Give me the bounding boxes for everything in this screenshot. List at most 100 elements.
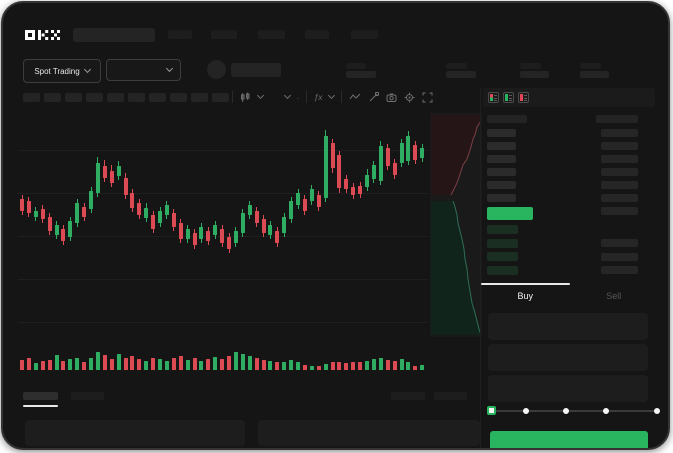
candle-body [144,208,149,218]
bid-row[interactable] [487,238,518,248]
candle-body [68,221,73,237]
candle-body [47,217,52,231]
slider-stop-dot[interactable] [654,408,660,414]
gridline [18,193,428,194]
toolbar-item-1[interactable] [23,93,40,102]
volume-bar [406,362,411,370]
account-bar[interactable] [231,63,281,77]
volume-chart[interactable] [18,342,430,370]
orderbook-mode-sell-icon[interactable] [518,92,529,103]
last-price-badge[interactable] [487,207,533,220]
camera-icon[interactable] [386,92,397,103]
candle-body [282,217,287,233]
chevron-down-icon[interactable] [328,91,336,100]
stat-1-value [346,71,376,78]
candle-body [116,166,121,176]
orderbook-amount-row[interactable] [601,207,638,215]
volume-bar [151,358,156,370]
pair-selector-dropdown[interactable] [106,59,181,81]
orderbook-amount-row[interactable] [601,142,638,150]
volume-bar [220,359,225,370]
orderbook-amount-row[interactable] [601,129,638,137]
volume-bar [171,358,176,370]
amount-field-1[interactable] [488,313,648,340]
orderbook-mode-buy-icon[interactable] [503,92,514,103]
orderbook-amount-row[interactable] [601,155,638,163]
settings-gear-icon[interactable] [404,92,415,103]
market-type-dropdown[interactable]: Spot Trading [23,59,101,83]
slider-stop-dot[interactable] [603,408,609,414]
orders-action-2[interactable] [434,392,467,400]
ask-row[interactable] [487,129,516,137]
orders-tab-indicator [23,405,58,407]
line-tool-icon[interactable] [349,92,361,102]
nav-logo-bar[interactable] [73,28,155,42]
bid-row[interactable] [487,225,518,234]
indicators-icon[interactable]: ƒx [313,92,323,102]
user-avatar[interactable] [207,60,226,79]
amount-percent-slider[interactable] [487,404,661,418]
toolbar-item-4[interactable] [86,93,103,102]
chevron-down-icon[interactable] [283,91,292,100]
volume-bar [268,361,273,370]
nav-item-1[interactable] [168,30,192,39]
orderbook-amount-row[interactable] [601,181,638,189]
toolbar-item-7[interactable] [149,93,166,102]
slider-track[interactable] [491,410,659,412]
amount-field-2[interactable] [488,344,648,371]
ask-row[interactable] [487,168,516,176]
toolbar-item-8[interactable] [170,93,187,102]
orderbook-mode-both-icon[interactable] [488,92,499,103]
amount-field-3[interactable] [488,375,648,402]
candle-body [123,178,128,195]
candlestick-chart[interactable] [18,113,428,341]
volume-bar [158,359,162,370]
volume-bar [337,362,342,370]
asks-line [450,120,481,196]
toolbar-item-2[interactable] [44,93,61,102]
volume-bar [323,364,328,370]
nav-item-2[interactable] [211,30,237,39]
orders-tab-active[interactable] [23,392,58,400]
fullscreen-icon[interactable] [422,92,433,103]
bid-row[interactable] [487,265,518,275]
nav-item-4[interactable] [305,30,329,39]
ask-row[interactable] [487,194,516,202]
candle-body [316,195,321,207]
orderbook-amount-row-lower[interactable] [601,252,638,261]
volume-bar [54,355,59,370]
buy-submit-button[interactable] [490,431,648,448]
candle-body [206,231,211,241]
bid-row[interactable] [487,252,518,261]
slider-stop-dot[interactable] [523,408,529,414]
nav-item-3[interactable] [258,30,285,39]
toolbar-item-9[interactable] [191,93,208,102]
tab-sell[interactable]: Sell [570,283,659,309]
orderbook-amount-row-lower[interactable] [601,239,638,247]
ask-row[interactable] [487,142,516,150]
toolbar-item-5[interactable] [107,93,124,102]
slider-handle[interactable] [487,406,496,415]
candle-body [185,229,190,239]
ask-row[interactable] [487,155,516,163]
ask-row[interactable] [487,181,516,189]
tab-buy[interactable]: Buy [481,283,570,309]
chart-style-icon[interactable] [240,92,251,103]
orders-action-1[interactable] [391,392,425,400]
orderbook-amount-row[interactable] [601,168,638,176]
nav-item-5[interactable] [351,30,378,39]
gridline [18,279,428,280]
orders-tab-2[interactable] [71,392,104,400]
slider-stop-dot[interactable] [563,408,569,414]
volume-bar [68,359,73,370]
chevron-down-icon[interactable] [256,91,265,100]
toolbar-item-6[interactable] [128,93,145,102]
orderbook-amount-row-lower[interactable] [601,266,638,274]
volume-bar [296,362,300,370]
candle-body [371,165,376,179]
toolbar-item-3[interactable] [65,93,82,102]
candle-body [275,231,280,243]
orderbook-amount-row[interactable] [601,194,638,202]
toolbar-item-10[interactable] [212,93,229,102]
brush-tool-icon[interactable] [368,91,380,103]
